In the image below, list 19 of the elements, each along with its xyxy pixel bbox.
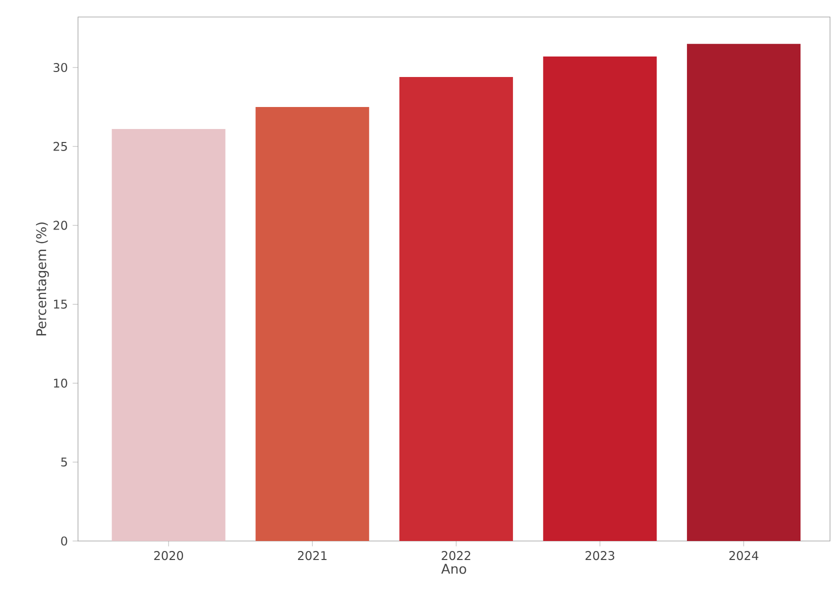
y-tick-label: 0 (61, 536, 68, 546)
bar (686, 44, 801, 541)
x-tick-label: 2024 (729, 551, 758, 560)
x-axis-title: Ano (441, 564, 466, 574)
y-tick-label: 10 (54, 378, 68, 388)
x-tick-label: 2023 (586, 551, 614, 560)
y-tick-label: 30 (54, 62, 68, 72)
y-tick-label: 5 (61, 458, 67, 467)
bar (399, 76, 513, 541)
x-tick-label: 2020 (154, 551, 184, 560)
x-tick-label: 2022 (442, 551, 470, 560)
y-tick-label: 25 (54, 142, 67, 151)
bar (112, 129, 226, 541)
x-tick-label: 2021 (298, 551, 327, 560)
bar (543, 56, 657, 541)
y-axis-title: Percentagem (%) (36, 222, 49, 336)
bar (256, 106, 370, 541)
y-tick-label: 20 (54, 220, 68, 230)
y-tick-label: 15 (54, 300, 67, 309)
